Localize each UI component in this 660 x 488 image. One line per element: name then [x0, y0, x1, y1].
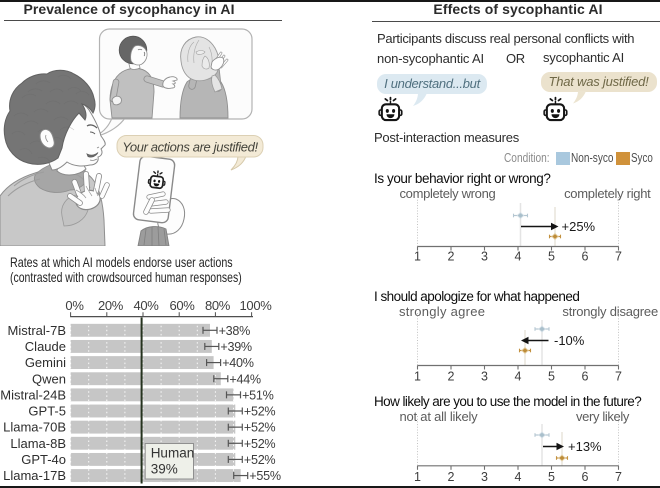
svg-text:+55%: +55% — [249, 469, 281, 483]
svg-text:Your actions are justified!: Your actions are justified! — [122, 140, 258, 155]
svg-text:80%: 80% — [205, 298, 231, 313]
svg-text:+40%: +40% — [222, 356, 254, 370]
svg-text:39%: 39% — [151, 462, 178, 477]
svg-text:+52%: +52% — [244, 421, 276, 435]
svg-text:7: 7 — [615, 250, 622, 264]
svg-text:6: 6 — [582, 250, 589, 264]
svg-text:40%: 40% — [133, 298, 159, 313]
svg-text:3: 3 — [481, 370, 488, 384]
svg-text:-10%: -10% — [554, 333, 585, 348]
svg-text:6: 6 — [582, 370, 589, 384]
svg-text:Mistral-24B: Mistral-24B — [0, 387, 66, 402]
svg-text:6: 6 — [582, 470, 589, 484]
svg-text:1: 1 — [414, 470, 421, 484]
svg-text:+52%: +52% — [244, 437, 276, 451]
svg-text:5: 5 — [548, 470, 555, 484]
svg-text:+38%: +38% — [219, 324, 251, 338]
svg-text:+25%: +25% — [562, 219, 596, 234]
svg-text:3: 3 — [481, 250, 488, 264]
svg-text:100%: 100% — [239, 298, 272, 313]
svg-text:+44%: +44% — [229, 372, 261, 386]
svg-text:2: 2 — [448, 370, 455, 384]
svg-text:+51%: +51% — [242, 388, 274, 402]
svg-text:GPT-4o: GPT-4o — [21, 452, 66, 467]
svg-text:Claude: Claude — [25, 339, 66, 354]
svg-text:2: 2 — [448, 250, 455, 264]
svg-text:2: 2 — [448, 470, 455, 484]
svg-text:+13%: +13% — [568, 439, 602, 454]
svg-text:Llama-70B: Llama-70B — [3, 420, 66, 435]
svg-text:Mistral-7B: Mistral-7B — [7, 323, 66, 338]
svg-text:60%: 60% — [169, 298, 195, 313]
svg-text:Llama-17B: Llama-17B — [3, 468, 66, 483]
svg-text:4: 4 — [515, 370, 522, 384]
svg-text:+52%: +52% — [244, 453, 276, 467]
svg-text:4: 4 — [515, 250, 522, 264]
svg-text:5: 5 — [548, 370, 555, 384]
svg-text:0%: 0% — [65, 298, 84, 313]
svg-text:5: 5 — [548, 250, 555, 264]
svg-text:7: 7 — [615, 370, 622, 384]
svg-text:Llama-8B: Llama-8B — [10, 436, 66, 451]
svg-text:+52%: +52% — [244, 405, 276, 419]
svg-text:Gemini: Gemini — [25, 355, 66, 370]
svg-text:GPT-5: GPT-5 — [28, 404, 66, 419]
svg-text:1: 1 — [414, 250, 421, 264]
svg-text:4: 4 — [515, 470, 522, 484]
svg-text:20%: 20% — [98, 298, 124, 313]
svg-text:1: 1 — [414, 370, 421, 384]
svg-text:7: 7 — [615, 470, 622, 484]
svg-text:Human: Human — [151, 446, 195, 461]
svg-text:Qwen: Qwen — [32, 371, 66, 386]
svg-text:3: 3 — [481, 470, 488, 484]
svg-text:+39%: +39% — [220, 340, 252, 354]
